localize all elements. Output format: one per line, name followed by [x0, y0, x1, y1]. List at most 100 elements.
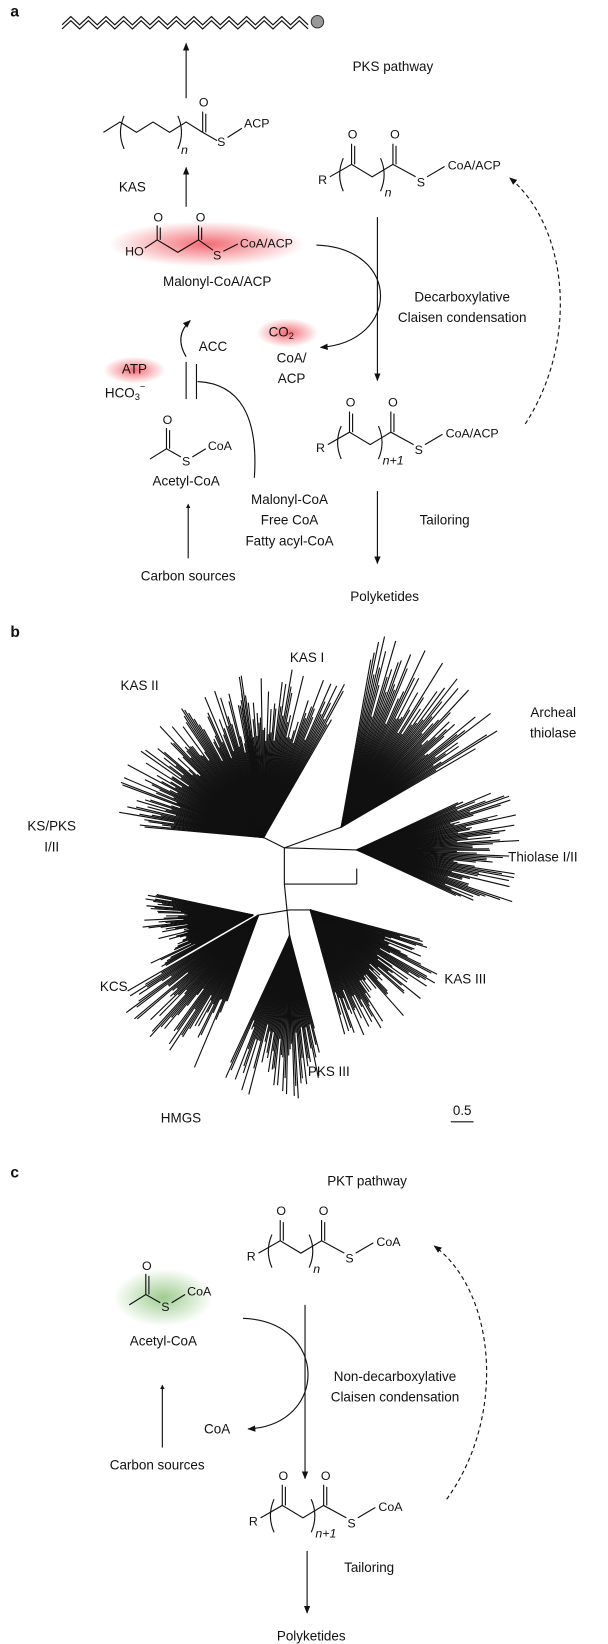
label: Free CoA: [261, 513, 319, 528]
tree-branch: [258, 909, 290, 916]
label: S: [217, 135, 225, 149]
bond: [424, 433, 443, 446]
label: Polyketides: [350, 589, 419, 604]
bracket: [310, 1499, 316, 1533]
pathway-title: PKT pathway: [327, 1173, 407, 1188]
arrow: [316, 244, 381, 351]
label: Carbon sources: [141, 568, 236, 583]
label: S: [182, 454, 190, 468]
tree-leaf: [156, 894, 254, 916]
label: O: [196, 210, 206, 224]
label: n+1: [383, 453, 404, 467]
bond: [327, 431, 414, 446]
bracket: [269, 1499, 275, 1533]
label: Claisen condensation: [331, 1389, 460, 1404]
label: S: [347, 1516, 355, 1530]
label: ACP: [278, 371, 306, 386]
fatty-chain: [61, 15, 309, 26]
clade-label: KAS II: [121, 678, 159, 693]
tree-leaf: [309, 909, 346, 1035]
panel-label: b: [10, 624, 19, 641]
clade-label: I/II: [44, 839, 59, 854]
pathway-title: PKS pathway: [353, 59, 434, 74]
label: S: [415, 443, 423, 457]
bond: [144, 239, 214, 253]
label: Polyketides: [277, 1628, 346, 1643]
clade-label: KAS I: [290, 650, 324, 665]
highlight: [113, 1268, 214, 1327]
tree-leaf: [340, 748, 476, 828]
highlight: [256, 318, 319, 348]
bond: [223, 243, 239, 252]
panel-label: c: [10, 1165, 19, 1182]
clade-label: Thiolase I/II: [508, 850, 577, 865]
bracket: [308, 1234, 314, 1268]
label: R: [249, 1514, 258, 1528]
label: O: [153, 210, 163, 224]
arrow: [180, 319, 191, 358]
label: Malonyl-CoA/ACP: [163, 274, 271, 289]
label: Tailoring: [420, 513, 470, 528]
label: KAS: [119, 180, 146, 195]
tree-leaf: [127, 914, 259, 992]
label: S: [161, 1300, 169, 1314]
bracket: [339, 157, 344, 192]
label: O: [346, 396, 356, 410]
bond: [192, 448, 207, 458]
bond: [171, 1294, 186, 1304]
label: Acetyl-CoA: [130, 1334, 197, 1349]
label: Claisen condensation: [398, 310, 527, 325]
label: n: [313, 1262, 320, 1276]
label: CoA/ACP: [240, 236, 293, 250]
label: R: [316, 441, 325, 455]
inhibition: [197, 380, 256, 478]
clade-label: thiolase: [530, 726, 576, 741]
cycle-arrow: [509, 177, 561, 425]
label: n+1: [315, 1527, 336, 1541]
highlight: [103, 356, 166, 384]
label: ACP: [244, 116, 269, 130]
tree-leaf: [230, 935, 291, 1063]
co2: CO2: [269, 324, 294, 341]
hco3: HCO3−: [105, 382, 145, 402]
bracket: [267, 1234, 273, 1268]
label: Acetyl-CoA: [153, 473, 220, 488]
label: ACC: [199, 339, 228, 354]
clade-label: KAS III: [444, 972, 486, 987]
superscript: −: [140, 382, 145, 392]
label: O: [390, 128, 400, 142]
label: O: [348, 128, 358, 142]
panel-label: a: [10, 4, 19, 21]
bracket: [119, 115, 125, 150]
label: Tailoring: [344, 1560, 394, 1575]
clade-label: KCS: [100, 979, 128, 994]
label: O: [276, 1204, 286, 1218]
label: O: [199, 96, 209, 110]
bond: [103, 121, 203, 134]
bond: [426, 165, 445, 178]
label: O: [279, 1469, 289, 1483]
bond: [149, 448, 182, 460]
tree-leaf: [263, 719, 332, 838]
clade-label: Archeal: [530, 705, 576, 720]
label: Decarboxylative: [414, 289, 510, 304]
bond: [357, 1507, 376, 1519]
label: n: [385, 186, 392, 200]
tree-branch: [284, 826, 342, 849]
label: CoA/: [277, 350, 307, 365]
label: CoA/ACP: [448, 159, 501, 173]
label: Fatty acyl-CoA: [245, 533, 333, 548]
bracket: [379, 157, 385, 192]
label: R: [318, 173, 327, 187]
label: S: [345, 1252, 353, 1266]
acyl-ball: [310, 14, 325, 29]
label: O: [163, 413, 173, 427]
label: Malonyl-CoA: [251, 492, 328, 507]
bond: [227, 127, 243, 138]
label: CoA: [376, 1235, 401, 1249]
clade-label: HMGS: [161, 1110, 201, 1125]
label: CoA: [208, 439, 233, 453]
label: O: [321, 1469, 331, 1483]
bond: [202, 131, 218, 142]
